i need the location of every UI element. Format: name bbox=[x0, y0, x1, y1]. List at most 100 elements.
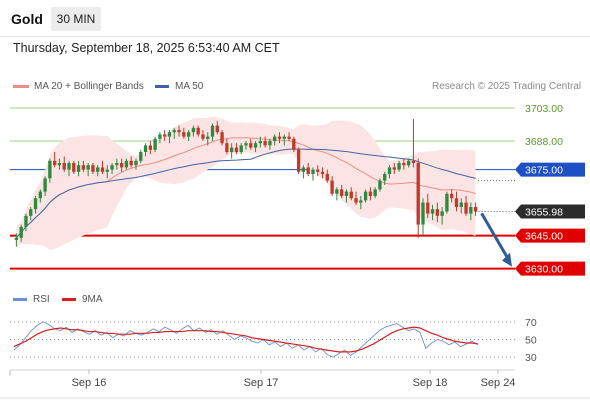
candle-body bbox=[383, 174, 387, 181]
candle bbox=[306, 163, 310, 177]
candle bbox=[301, 165, 306, 179]
candle bbox=[153, 136, 157, 152]
candle-body bbox=[473, 207, 478, 212]
candle-body bbox=[225, 143, 229, 152]
candle bbox=[158, 132, 162, 144]
candle-body bbox=[72, 163, 76, 172]
candle-body bbox=[172, 130, 176, 133]
candle-body bbox=[24, 215, 28, 227]
ma50-legend-label: MA 50 bbox=[175, 81, 204, 92]
bollinger-band-area bbox=[16, 116, 476, 250]
candle-body bbox=[182, 132, 186, 137]
candle bbox=[206, 132, 210, 146]
candle-body bbox=[311, 169, 315, 174]
candle bbox=[263, 136, 267, 148]
candle-body bbox=[105, 169, 109, 172]
ma50-line bbox=[16, 148, 476, 239]
candle-body bbox=[124, 160, 129, 168]
candle-body bbox=[14, 237, 19, 240]
candle bbox=[124, 158, 129, 170]
candle bbox=[167, 130, 172, 144]
candle bbox=[186, 130, 191, 141]
candle-body bbox=[81, 165, 86, 170]
candle bbox=[91, 163, 95, 174]
ma50-legend-swatch bbox=[155, 85, 169, 88]
candle-body bbox=[57, 163, 62, 166]
level-label: 3703.00 bbox=[525, 103, 563, 115]
level-label: 3645.00 bbox=[525, 231, 563, 243]
time-axis-label: Sep 24 bbox=[481, 377, 516, 389]
candle-body bbox=[29, 209, 33, 216]
candle-body bbox=[421, 202, 425, 225]
candle-body bbox=[163, 134, 167, 137]
candle bbox=[339, 185, 344, 199]
candle-body bbox=[62, 163, 66, 170]
candle-body bbox=[129, 160, 133, 166]
rsi-legend-swatch bbox=[13, 298, 27, 301]
time-axis-label: Sep 18 bbox=[413, 377, 448, 389]
candle bbox=[258, 136, 263, 148]
candle-body bbox=[426, 202, 430, 214]
candle-body bbox=[373, 189, 377, 196]
candle-body bbox=[282, 136, 286, 139]
candle-body bbox=[339, 189, 344, 196]
candle-body bbox=[411, 160, 416, 163]
candle-body bbox=[316, 169, 320, 172]
chart-datetime: Thursday, September 18, 2025 6:53:40 AM … bbox=[13, 41, 280, 55]
candle-body bbox=[76, 165, 81, 172]
candle bbox=[115, 158, 119, 170]
candle-body bbox=[277, 136, 282, 139]
candle-body bbox=[435, 209, 440, 216]
candle bbox=[76, 160, 81, 177]
candle bbox=[239, 143, 243, 155]
candle bbox=[48, 158, 52, 183]
candle-body bbox=[186, 132, 191, 137]
candle-body bbox=[459, 202, 463, 207]
candle bbox=[100, 160, 105, 174]
candle bbox=[129, 156, 133, 168]
candle bbox=[450, 189, 454, 203]
candle-body bbox=[33, 198, 38, 210]
candle bbox=[253, 141, 258, 152]
candle bbox=[426, 193, 430, 218]
level-tag bbox=[515, 261, 585, 276]
ma20-legend-label: MA 20 + Bollinger Bands bbox=[34, 81, 144, 92]
candle-body bbox=[119, 163, 124, 168]
candle bbox=[397, 160, 401, 172]
candle-body bbox=[330, 180, 334, 194]
candle-body bbox=[86, 165, 90, 170]
candle bbox=[196, 125, 200, 137]
candle-body bbox=[196, 127, 200, 135]
candle bbox=[464, 196, 468, 216]
candle-body bbox=[378, 180, 382, 190]
candle bbox=[373, 187, 377, 199]
candle bbox=[421, 198, 425, 236]
rsi-tick-label: 30 bbox=[525, 352, 537, 364]
timeframe-badge[interactable]: 30 MIN bbox=[51, 7, 101, 31]
candle bbox=[277, 132, 282, 144]
chart-credit: Research © 2025 Trading Central bbox=[432, 81, 582, 92]
candle-body bbox=[402, 163, 406, 166]
candle bbox=[57, 158, 62, 170]
candle bbox=[52, 152, 57, 168]
candle-body bbox=[96, 167, 100, 172]
rsi-line bbox=[13, 321, 479, 358]
candle bbox=[229, 143, 234, 159]
candle bbox=[24, 213, 28, 232]
candle bbox=[67, 160, 71, 177]
candle-body bbox=[43, 178, 47, 192]
candle bbox=[311, 167, 315, 181]
candle-body bbox=[244, 143, 248, 146]
candle bbox=[363, 189, 368, 203]
candle bbox=[139, 149, 143, 163]
candle bbox=[296, 147, 301, 174]
candle-body bbox=[301, 167, 306, 172]
candle bbox=[19, 224, 23, 243]
candle-body bbox=[139, 152, 143, 161]
candle-body bbox=[392, 167, 396, 170]
level-label: 3655.98 bbox=[525, 206, 563, 218]
candle bbox=[182, 127, 186, 139]
candle-body bbox=[38, 191, 42, 199]
candle-body bbox=[454, 198, 459, 207]
